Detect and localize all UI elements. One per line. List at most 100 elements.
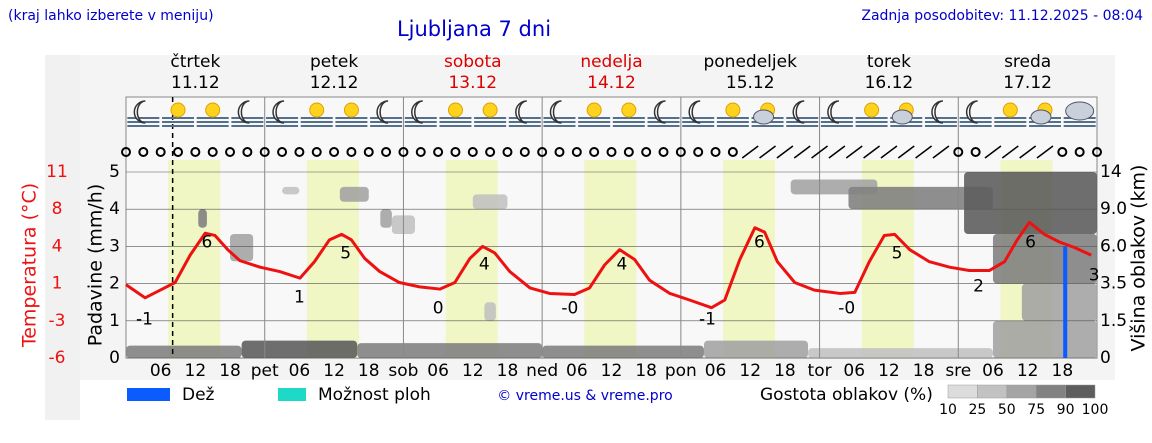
temperature-label: 1: [294, 287, 305, 307]
x-tick-label: pon: [665, 361, 697, 381]
weather-icon: [820, 100, 853, 127]
sun-icon: [586, 102, 602, 118]
wind-barb: [932, 145, 950, 159]
weather-icon: [855, 102, 888, 127]
weather-icon: [162, 102, 195, 127]
sun-icon: [170, 102, 186, 118]
temperature-tick-label: -3: [49, 311, 66, 331]
page-title: Ljubljana 7 dni: [397, 17, 551, 41]
sun-icon: [1002, 102, 1018, 118]
wind-barb: [828, 145, 846, 159]
cloud-legend-tick: 50: [998, 402, 1016, 418]
y-tick-label: 5: [109, 162, 120, 182]
weather-icon: [682, 100, 715, 127]
calm-wind: [381, 147, 392, 157]
y-tick-label: 0: [109, 348, 120, 368]
calm-wind: [294, 147, 305, 157]
calm-wind: [259, 147, 270, 157]
y-tick-label: 3: [109, 236, 120, 256]
cloud-cell: [992, 320, 1097, 358]
weather-icon: [543, 100, 576, 127]
y-tick-label: 4: [109, 199, 120, 219]
weather-icon: [370, 100, 403, 127]
day-name: ponedeljek: [703, 52, 797, 72]
weather-icon: [647, 100, 680, 127]
calm-wind: [311, 147, 322, 157]
day-date: 15.12: [726, 73, 775, 93]
weather-icon: [959, 100, 992, 127]
precip-axis-label: Padavine (mm/h): [85, 184, 107, 347]
temperature-axis-label: Temperatura (°C): [19, 183, 41, 348]
weather-icon: [474, 102, 507, 127]
cloud-cell: [1021, 283, 1097, 321]
x-tick-label: 06: [705, 361, 727, 381]
weather-icon: [404, 100, 437, 127]
temperature-label: -1: [699, 309, 716, 329]
calm-wind: [519, 147, 530, 157]
weather-icon: [196, 102, 229, 127]
cloud-cell: [992, 234, 1097, 284]
cloud-legend-tick: 90: [1057, 402, 1075, 418]
temperature-label: -0: [561, 298, 578, 318]
y2-tick-label: 3.5: [1100, 274, 1127, 294]
daylight-band: [445, 160, 498, 358]
sun-icon: [205, 102, 221, 118]
moon-icon: [133, 100, 146, 124]
wind-barb: [897, 145, 915, 159]
x-tick-label: 06: [843, 361, 865, 381]
cloud-icon: [891, 109, 913, 125]
temperature-label: -0: [838, 298, 855, 318]
day-name: petek: [310, 52, 358, 72]
x-tick-label: 18: [1052, 361, 1074, 381]
temperature-tick-label: 4: [52, 236, 63, 256]
calm-wind: [346, 147, 357, 157]
cloud-cell: [380, 209, 392, 228]
cloud-legend-swatch: [1065, 384, 1096, 399]
temperature-label: 5: [340, 244, 351, 264]
day-name: sobota: [444, 52, 502, 72]
update-time: Zadnja posodobitev: 11.12.2025 - 08:04: [861, 8, 1143, 24]
cloud-legend-tick: 10: [939, 402, 957, 418]
sun-icon: [864, 102, 880, 118]
legend-label: Dež: [182, 385, 215, 405]
calm-wind: [173, 147, 184, 157]
cloud-cell: [339, 186, 369, 202]
calm-wind: [485, 147, 496, 157]
temperature-label: 4: [616, 255, 627, 275]
cloud-axis-label: Višina oblakov (km): [1128, 165, 1150, 352]
y-tick-label: 1: [109, 311, 120, 331]
wind-barb: [1036, 145, 1054, 159]
y2-tick-label: 14: [1100, 162, 1122, 182]
cloud-cell: [198, 209, 207, 228]
calm-wind: [190, 147, 201, 157]
moon-icon: [376, 100, 389, 124]
rain-bar: [1063, 246, 1068, 358]
cloud-cell: [241, 340, 358, 358]
day-name: čtrtek: [170, 52, 220, 72]
x-tick-label: 18: [774, 361, 796, 381]
x-tick-label: 12: [323, 361, 345, 381]
x-tick-label: 06: [982, 361, 1004, 381]
daylight-band: [723, 160, 776, 358]
sun-icon: [447, 102, 463, 118]
temperature-label: 6: [754, 233, 765, 253]
sun-icon: [621, 102, 637, 118]
calm-wind: [970, 147, 981, 157]
calm-wind: [623, 147, 634, 157]
wind-barb: [1001, 145, 1019, 159]
calm-wind: [207, 147, 218, 157]
calm-wind: [138, 147, 149, 157]
cloud-legend-title: Gostota oblakov (%): [760, 385, 933, 405]
weather-icon: [578, 102, 611, 127]
wind-barb: [984, 145, 1002, 159]
cloud-legend-swatch: [1035, 384, 1066, 399]
calm-wind: [433, 147, 444, 157]
left-panel: [45, 55, 80, 420]
cloud-icon: [1030, 109, 1052, 125]
moon-icon: [549, 100, 562, 124]
day-date: 16.12: [865, 73, 914, 93]
cloud-cell: [964, 172, 1097, 234]
x-tick-label: sob: [388, 361, 418, 381]
cloud-cell: [542, 345, 704, 358]
